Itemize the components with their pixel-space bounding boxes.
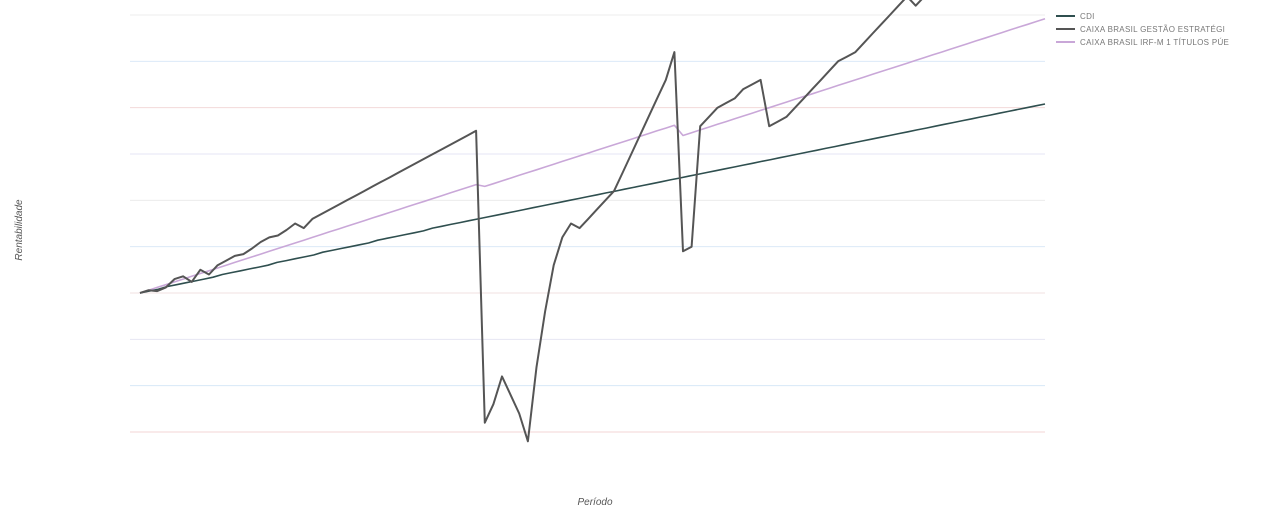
- legend: CDI CAIXA BRASIL GESTÃO ESTRATÉGI CAIXA BR…: [1056, 12, 1229, 47]
- series-line-2: [139, 17, 1046, 294]
- gridlines: [130, 14, 1045, 433]
- series-lines: [139, 0, 1046, 443]
- x-axis-title: Período: [577, 497, 612, 508]
- legend-label: CAIXA BRASIL IRF-M 1 TÍTULOS PÚE: [1080, 38, 1229, 47]
- series-line-1: [139, 0, 923, 443]
- legend-label: CAIXA BRASIL GESTÃO ESTRATÉGI: [1080, 25, 1225, 34]
- legend-label: CDI: [1080, 12, 1095, 21]
- y-axis-title: Rentabilidade: [14, 199, 25, 261]
- series-line-0: [139, 103, 1046, 294]
